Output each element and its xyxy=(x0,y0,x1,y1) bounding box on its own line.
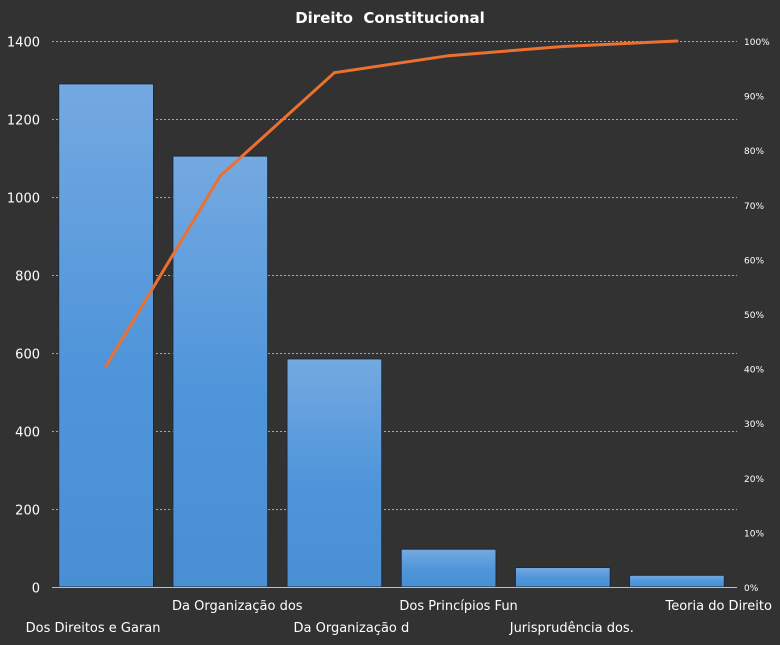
y2-tick-label: 20% xyxy=(744,475,764,485)
bar xyxy=(400,548,497,588)
line-point xyxy=(218,174,222,178)
bar xyxy=(629,574,725,588)
y2-tick-label: 60% xyxy=(744,256,764,266)
bars xyxy=(58,83,725,588)
y-tick-label: 400 xyxy=(15,426,40,441)
cumulative-percent-line xyxy=(104,39,679,368)
y2-tick-label: 70% xyxy=(744,202,764,212)
category-label: Teoria do Direito . xyxy=(664,599,780,614)
line-point xyxy=(447,54,451,58)
y2-tick-label: 50% xyxy=(744,311,764,321)
y-tick-label: 1200 xyxy=(7,114,40,129)
y2-tick-label: 40% xyxy=(744,366,764,376)
left-axis-tick-labels: 0 200 400 600 800 1000 1200 1400 xyxy=(7,36,40,597)
y2-tick-label: 30% xyxy=(744,420,764,430)
y-tick-label: 200 xyxy=(15,504,40,519)
y2-tick-label: 90% xyxy=(744,93,764,103)
cumulative-line xyxy=(104,39,679,368)
bar xyxy=(286,358,383,588)
category-label: Da Organização d xyxy=(294,621,410,636)
y-tick-label: 600 xyxy=(15,348,40,363)
grid-lines xyxy=(52,41,737,510)
y-tick-label: 800 xyxy=(15,270,40,285)
bar xyxy=(58,83,155,588)
y-tick-label: 1000 xyxy=(7,192,40,207)
bar xyxy=(172,155,269,588)
y2-tick-label: 10% xyxy=(744,529,764,539)
y2-tick-label: 80% xyxy=(744,147,764,157)
line-point xyxy=(104,364,108,368)
bar xyxy=(514,567,611,588)
category-label: Dos Princípios Fun xyxy=(399,599,517,614)
category-label: Jurisprudência dos. xyxy=(509,621,634,636)
category-label: Da Organização dos xyxy=(172,599,303,614)
chart-title: Direito Constitucional xyxy=(295,9,485,27)
line-point xyxy=(561,45,565,48)
y2-tick-label: 0% xyxy=(744,584,759,594)
y-tick-label: 1400 xyxy=(7,36,40,51)
line-point xyxy=(332,71,336,75)
y2-tick-label: 100% xyxy=(744,38,770,48)
right-axis-tick-labels: 0% 10% 20% 30% 40% 50% 60% 70% 80% 90% 100% xyxy=(744,38,770,594)
category-label: Dos Direitos e Garan xyxy=(26,621,161,636)
y-tick-label: 0 xyxy=(32,582,40,597)
category-labels: Dos Direitos e Garan Da Organização dos Da… xyxy=(26,599,780,636)
line-point xyxy=(675,39,679,43)
